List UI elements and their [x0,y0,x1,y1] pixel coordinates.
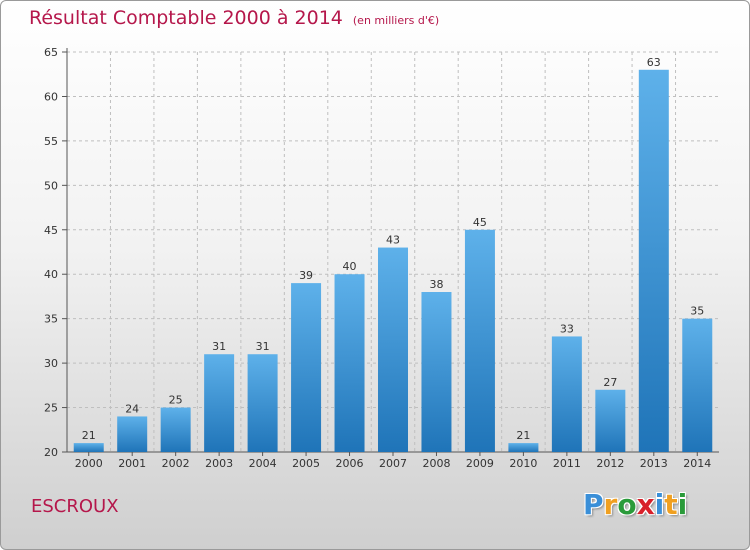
data-label: 31 [212,340,226,353]
y-tick-label: 50 [44,179,58,192]
bar [247,354,278,452]
logo-letter: r [603,488,618,521]
y-tick-label: 20 [44,446,58,459]
bar [334,274,365,452]
unit-label: (en milliers d'€) [352,14,440,27]
bars [73,69,713,453]
data-label: 38 [429,278,443,291]
x-tick-label: 2012 [596,457,624,470]
y-tick-label: 55 [44,135,58,148]
data-label: 63 [647,56,661,69]
y-tick-label: 35 [44,313,58,326]
x-tick-label: 2005 [292,457,320,470]
logo-letter: x [636,488,655,521]
proxiti-logo[interactable]: Proxiti [583,488,687,521]
data-label: 40 [343,260,357,273]
data-label: 45 [473,216,487,229]
data-label: 35 [690,305,704,318]
title-text: Résultat Comptable 2000 à 2014 [29,7,343,29]
bar [117,416,148,452]
bar [682,318,713,452]
data-label: 31 [256,340,270,353]
bar [464,229,495,452]
y-tick-label: 25 [44,402,58,415]
bar [73,443,104,452]
bar [421,292,452,452]
y-tick-label: 60 [44,90,58,103]
x-tick-label: 2003 [205,457,233,470]
data-label: 39 [299,269,313,282]
x-tick-label: 2006 [336,457,364,470]
logo-letter: i [677,488,688,521]
bar [204,354,235,452]
data-labels: 21 24 25 31 31 39 40 43 38 45 21 33 27 63 35 [82,56,705,442]
data-label: 24 [125,402,139,415]
bar [551,336,582,452]
x-tick-label: 2010 [509,457,537,470]
x-tick-label: 2001 [118,457,146,470]
logo-letter: t [664,488,678,521]
tick-labels: 20 25 30 35 40 45 50 55 60 65 2000 2001 2002 2003 2004… [44,46,711,470]
chart-title: Résultat Comptable 2000 à 2014 (en millie… [29,7,439,29]
x-tick-label: 2011 [553,457,581,470]
x-tick-label: 2004 [249,457,277,470]
bar [595,389,626,452]
y-tick-label: 45 [44,224,58,237]
bar [638,69,669,453]
commune-name: ESCROUX [31,496,119,517]
x-tick-label: 2014 [683,457,711,470]
data-label: 21 [516,429,530,442]
x-tick-label: 2008 [422,457,450,470]
y-tick-label: 40 [44,268,58,281]
x-tick-label: 2002 [162,457,190,470]
bar [160,407,191,452]
y-tick-label: 30 [44,357,58,370]
logo-letter: o [617,488,637,521]
x-tick-label: 2007 [379,457,407,470]
data-label: 25 [169,394,183,407]
y-tick-label: 65 [44,46,58,59]
logo-letter: P [583,488,604,521]
bar [508,443,539,452]
x-tick-label: 2009 [466,457,494,470]
data-label: 27 [603,376,617,389]
bar [291,283,322,452]
x-tick-label: 2000 [75,457,103,470]
data-label: 33 [560,322,574,335]
data-label: 43 [386,234,400,247]
data-label: 21 [82,429,96,442]
logo-letter: i [654,488,665,521]
x-tick-label: 2013 [640,457,668,470]
bar [378,247,408,452]
